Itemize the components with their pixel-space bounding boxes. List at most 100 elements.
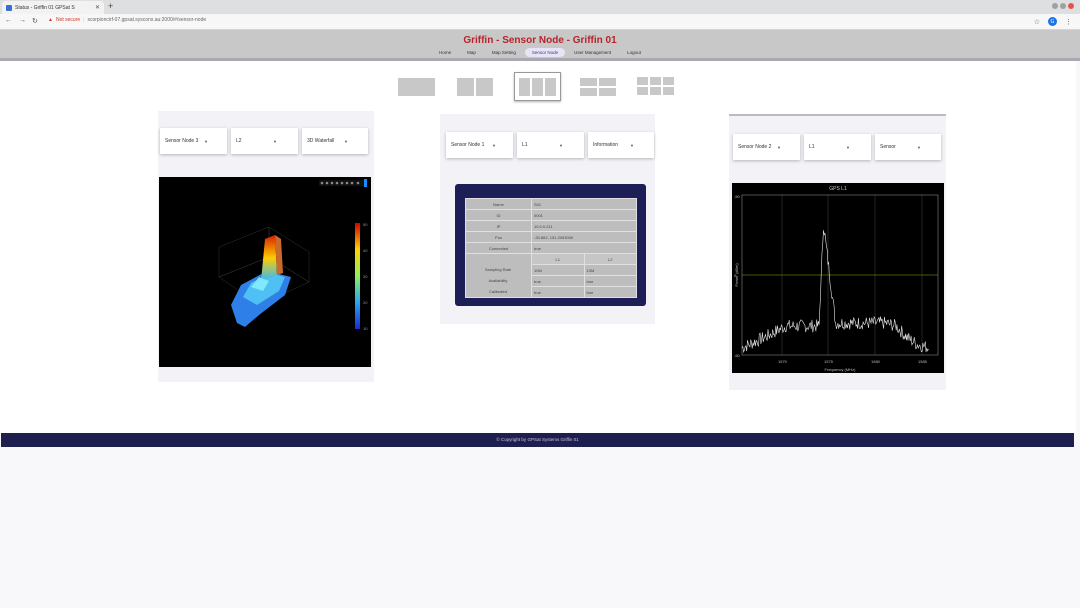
info-value: 0001 (531, 209, 637, 221)
spectrum-chart[interactable]: GPS L1 -50 0 -50 1570 1575 1580 1585 Fre… (732, 183, 944, 373)
panel-sensor-node-2: Sensor Node 2 ▼ L1 ▼ Sensor ▼ GPS L1 -50… (729, 114, 946, 390)
menu-kebab-icon[interactable]: ⋮ (1065, 18, 1072, 26)
nav-logout[interactable]: Logout (627, 49, 641, 55)
nav-user-management[interactable]: User Management (574, 49, 612, 55)
chart-title: GPS L1 (829, 186, 847, 192)
node-select-value: Sensor Node 2 (738, 144, 772, 150)
table-row: Connected true (465, 242, 637, 254)
spectrum-trace (741, 230, 929, 354)
back-icon[interactable]: ← (5, 17, 12, 24)
url-field[interactable]: ▲ Not secure | scorpioncirf-07.gpsat.sys… (48, 17, 207, 23)
view-select-value: Information (593, 142, 619, 148)
nav-map-setting[interactable]: Map Setting (491, 49, 516, 55)
tab-close-icon[interactable]: ✕ (94, 5, 100, 11)
info-card: Name S01 ID 0001 IP 10.0.0.211 Pos -33.8… (455, 184, 646, 306)
table-row: IP 10.0.0.211 (465, 220, 637, 232)
colorbar (355, 223, 360, 329)
header-divider (0, 58, 1080, 61)
plot-toolbar[interactable] (319, 179, 367, 187)
info-label: Pos (465, 231, 532, 243)
colorbar-ticks: 50 40 30 20 10 (363, 222, 368, 331)
waterfall-plot[interactable]: 50 40 30 20 10 (159, 177, 371, 367)
minimize-icon[interactable] (1052, 3, 1058, 9)
chevron-down-icon: ▼ (917, 144, 921, 150)
info-value: 10.0.0.211 (531, 220, 637, 232)
layout-6-button[interactable] (635, 74, 677, 98)
x-tick: 1570 (778, 359, 788, 364)
info-value: -33.862, 151.2093000 (531, 231, 637, 243)
chevron-down-icon: ▼ (559, 142, 563, 148)
info-value: true (531, 286, 585, 298)
view-select[interactable]: 3D Waterfall ▼ (302, 128, 368, 154)
view-select[interactable]: Information ▼ (588, 132, 654, 158)
tab-title: Status - Griffin 01 GPSat S (15, 4, 75, 11)
colorbar-tick: 50 (363, 222, 368, 227)
info-label: Calibrated (488, 289, 508, 294)
band-select[interactable]: L1 ▼ (517, 132, 584, 158)
info-value: true (531, 275, 585, 287)
table-row: L1 L2 (465, 253, 637, 298)
band-select-value: L1 (809, 144, 815, 150)
bookmark-star-icon[interactable]: ☆ (1033, 18, 1040, 26)
chevron-down-icon: ▼ (204, 138, 208, 144)
browser-tab-bar: Status - Griffin 01 GPSat S ✕ + (0, 0, 1080, 14)
band-header-l1: L1 (531, 253, 585, 265)
info-value: 10M (531, 264, 585, 276)
nav-map[interactable]: Map (467, 49, 476, 55)
x-tick: 1580 (871, 359, 881, 364)
reload-icon[interactable]: ↻ (32, 18, 38, 25)
spectrum-svg: GPS L1 -50 0 -50 1570 1575 1580 1585 Fre… (734, 186, 939, 372)
window-close-icon[interactable] (1068, 3, 1074, 9)
colorbar-tick: 30 (363, 274, 368, 279)
band-select[interactable]: L1 ▼ (804, 134, 871, 160)
chevron-down-icon: ▼ (492, 142, 496, 148)
table-row: true true (466, 286, 637, 298)
info-label: Name (465, 198, 532, 210)
waterfall-surface (218, 226, 310, 327)
info-label: ID (465, 209, 532, 221)
layout-3-button[interactable] (514, 72, 561, 101)
node-select-value: Sensor Node 1 (451, 142, 485, 148)
maximize-icon[interactable] (1060, 3, 1066, 9)
browser-tab[interactable]: Status - Griffin 01 GPSat S ✕ (2, 1, 104, 14)
waterfall-svg: 50 40 30 20 10 (218, 179, 368, 331)
info-value: true (531, 242, 637, 254)
chevron-down-icon: ▼ (777, 144, 781, 150)
url-text: scorpioncirf-07.gpsat.sysconx.au:2000/#/… (87, 17, 207, 23)
band-select[interactable]: L2 ▼ (231, 128, 298, 154)
view-select[interactable]: Sensor ▼ (875, 134, 941, 160)
nav-sensor-node[interactable]: Sensor Node (524, 47, 566, 57)
info-label: Availability (488, 278, 508, 283)
colorbar-tick: 40 (363, 248, 368, 253)
favicon-icon (6, 4, 12, 11)
profile-avatar[interactable]: G (1048, 17, 1057, 26)
new-tab-button[interactable]: + (108, 1, 114, 11)
y-tick: 0 (734, 273, 737, 278)
band-select-value: L1 (522, 142, 528, 148)
x-tick: 1585 (918, 359, 928, 364)
table-row: true true (466, 275, 637, 287)
y-axis-label: Power (dBm) (734, 263, 739, 287)
address-bar: ← → ↻ ▲ Not secure | scorpioncirf-07.gps… (0, 14, 1080, 30)
chevron-down-icon: ▼ (846, 144, 850, 150)
band-select-value: L2 (236, 138, 242, 144)
band-rows-label (465, 253, 532, 298)
nav-home[interactable]: Home (439, 49, 452, 55)
layout-4-button[interactable] (578, 74, 618, 98)
node-select[interactable]: Sensor Node 2 ▼ (733, 134, 800, 160)
colorbar-tick: 20 (363, 300, 368, 305)
band-row-labels: Sampling Rate Availability Calibrated (465, 264, 531, 297)
panel-sensor-node-3: Sensor Node 3 ▼ L2 ▼ 3D Waterfall ▼ (158, 111, 374, 382)
info-label: Connected (465, 242, 532, 254)
footer: © Copyright by GPSat Systems Griffin 01 (1, 433, 1074, 447)
band-header-l2: L2 (583, 253, 637, 265)
forward-icon[interactable]: → (19, 17, 26, 24)
layout-2-button[interactable] (455, 74, 495, 98)
table-row: ID 0001 (465, 209, 637, 221)
chevron-down-icon: ▼ (344, 138, 348, 144)
node-select[interactable]: Sensor Node 3 ▼ (160, 128, 227, 154)
node-select-value: Sensor Node 3 (165, 138, 199, 144)
info-value: true (583, 286, 637, 298)
node-select[interactable]: Sensor Node 1 ▼ (446, 132, 513, 158)
layout-1-button[interactable] (396, 74, 436, 98)
